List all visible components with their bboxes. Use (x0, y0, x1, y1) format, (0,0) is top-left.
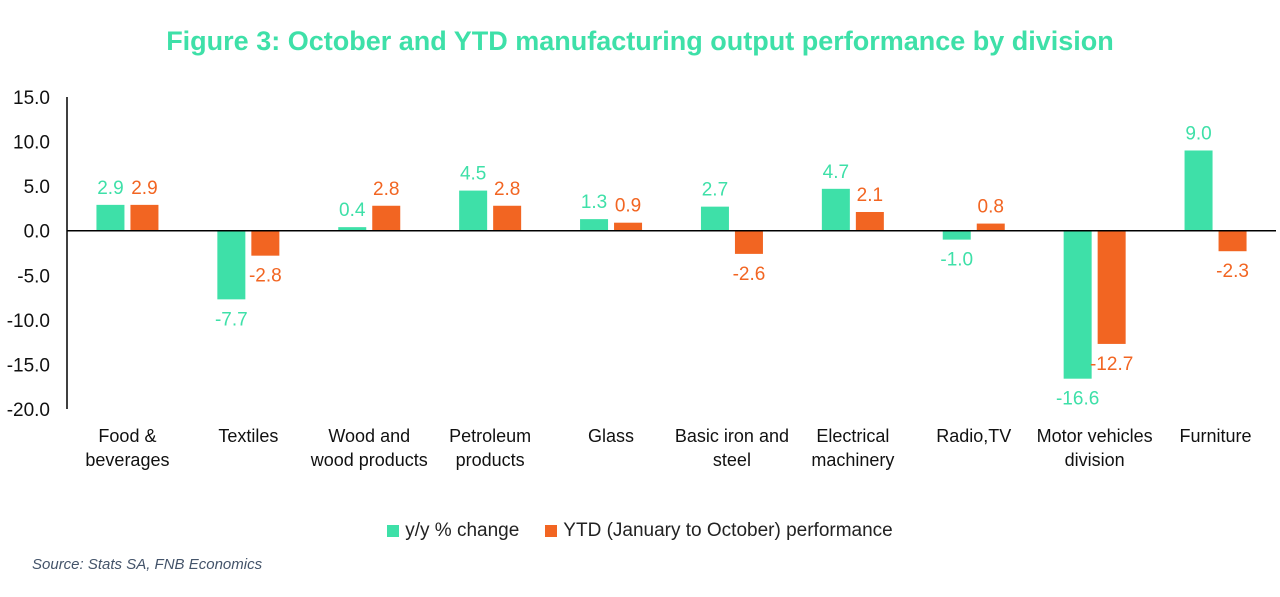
y-tick-label: -15.0 (7, 355, 50, 376)
data-label-series-1: -7.7 (215, 309, 248, 330)
x-tick-label: Food & (98, 426, 156, 446)
legend-label-series-2: YTD (January to October) performance (563, 520, 893, 541)
data-label-series-1: 1.3 (581, 192, 607, 213)
data-label-series-2: 2.8 (494, 179, 520, 200)
data-label-series-1: -16.6 (1056, 389, 1099, 410)
chart-source: Source: Stats SA, FNB Economics (32, 556, 263, 573)
bar-series-1 (1063, 230, 1092, 379)
bar-series-1 (1184, 150, 1213, 231)
x-tick-label: Textiles (218, 426, 278, 446)
x-tick-label: Radio,TV (936, 426, 1011, 446)
data-label-series-2: -2.3 (1216, 261, 1249, 282)
data-label-series-2: 2.1 (857, 185, 883, 206)
y-tick-label: 0.0 (24, 222, 50, 243)
bar-series-1 (217, 230, 246, 300)
chart-legend: y/y % change YTD (January to October) pe… (0, 520, 1280, 542)
bar-series-2 (130, 204, 159, 231)
bar-series-1 (821, 188, 850, 231)
bar-series-2 (1218, 230, 1247, 252)
y-tick-label: -20.0 (7, 400, 50, 421)
legend-item-series-1: y/y % change (387, 520, 519, 542)
data-label-series-1: 4.5 (460, 164, 486, 185)
bar-series-1 (338, 227, 367, 231)
bar-series-1 (942, 230, 971, 240)
bar-series-1 (459, 190, 488, 231)
y-tick-label: 10.0 (13, 133, 50, 154)
chart-title: Figure 3: October and YTD manufacturing … (166, 26, 1114, 56)
x-tick-label: Furniture (1180, 426, 1252, 446)
data-label-series-2: 2.8 (373, 179, 399, 200)
legend-swatch-series-2 (545, 525, 558, 537)
x-tick-label: Glass (588, 426, 634, 446)
bar-series-2 (251, 230, 280, 256)
bar-series-2 (976, 223, 1005, 231)
data-label-series-1: 4.7 (823, 162, 849, 183)
data-label-series-2: 2.9 (131, 178, 157, 199)
x-tick-label: steel (713, 450, 751, 470)
bar-series-1 (580, 219, 609, 231)
x-tick-label: wood products (310, 450, 428, 470)
data-label-series-2: -12.7 (1090, 354, 1133, 375)
data-label-series-1: 2.7 (702, 180, 728, 201)
legend-label-series-1: y/y % change (405, 520, 520, 541)
data-label-series-1: 2.9 (97, 178, 123, 199)
x-tick-label: machinery (811, 450, 894, 470)
data-label-series-2: -2.8 (249, 266, 282, 287)
x-tick-label: products (456, 450, 525, 470)
x-tick-label: Electrical (816, 426, 889, 446)
bar-series-2 (734, 230, 763, 254)
data-label-series-1: -1.0 (940, 250, 973, 271)
x-tick-label: beverages (85, 450, 169, 470)
x-tick-label: Motor vehicles (1037, 426, 1153, 446)
data-label-series-2: -2.6 (733, 264, 766, 285)
data-label-series-1: 9.0 (1185, 123, 1211, 144)
y-tick-label: 15.0 (13, 88, 50, 109)
x-tick-label: Basic iron and (675, 426, 789, 446)
x-tick-label: Petroleum (449, 426, 531, 446)
y-tick-label: 5.0 (24, 177, 50, 198)
x-tick-label: Wood and (328, 426, 410, 446)
data-label-series-2: 0.8 (978, 197, 1004, 218)
data-label-series-1: 0.4 (339, 200, 366, 221)
x-tick-label: division (1065, 450, 1125, 470)
bar-series-1 (96, 204, 125, 231)
bar-series-2 (493, 205, 522, 231)
bar-series-2 (855, 211, 884, 231)
bar-series-1 (700, 206, 729, 231)
y-tick-label: -10.0 (7, 311, 50, 332)
legend-swatch-series-1 (387, 525, 400, 537)
y-tick-label: -5.0 (17, 266, 50, 287)
data-label-series-2: 0.9 (615, 196, 641, 217)
bar-series-2 (614, 222, 643, 231)
bar-series-2 (372, 205, 401, 231)
legend-item-series-2: YTD (January to October) performance (545, 520, 893, 542)
bar-series-2 (1097, 230, 1126, 344)
